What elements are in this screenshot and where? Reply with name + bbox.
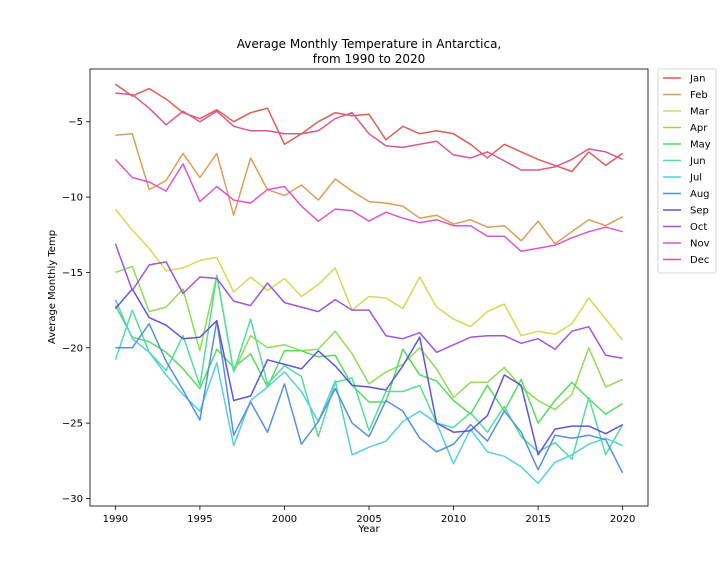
legend-label: Jul	[689, 173, 702, 184]
legend-label: May	[690, 140, 711, 151]
series-line-jul	[114, 299, 623, 485]
legend-label: Apr	[690, 123, 708, 134]
x-axis-label: Year	[357, 524, 380, 535]
legend-frame	[657, 68, 717, 274]
x-tick-label: 2010	[441, 514, 466, 525]
series-line-apr	[115, 265, 623, 411]
legend: Jan Feb Mar Apr May Jun Jul Aug Sep Oct Nov Dec	[657, 68, 717, 274]
series-line-feb	[115, 133, 623, 245]
x-tick-label: 2000	[272, 514, 297, 525]
series-line-sep	[114, 288, 623, 456]
series-line-dec	[115, 92, 623, 171]
y-tick-label: −20	[62, 343, 83, 354]
legend-label: Jan	[689, 74, 705, 85]
x-tick-label: 1995	[187, 514, 212, 525]
x-axis: 1990 1995 2000 2005 2010 2015 2020	[103, 506, 635, 525]
y-axis: −30 −25 −20 −15 −10 −5	[62, 117, 90, 505]
plot-lines	[114, 83, 624, 485]
series-line-jun	[114, 274, 624, 461]
legend-label: Aug	[690, 189, 710, 200]
x-tick-label: 2005	[356, 514, 381, 525]
chart-title-line1: Average Monthly Temperature in Antarctic…	[237, 37, 501, 51]
legend-label: Dec	[690, 255, 709, 266]
x-tick-label: 2015	[525, 514, 550, 525]
legend-label: Mar	[690, 107, 710, 118]
legend-label: Feb	[690, 90, 708, 101]
legend-label: Nov	[690, 239, 710, 250]
series-line-aug	[115, 319, 624, 474]
y-tick-label: −10	[62, 193, 83, 204]
y-axis-label: Average Monthly Temp	[47, 230, 58, 344]
series-line-jan	[114, 83, 624, 173]
x-tick-label: 2020	[610, 514, 635, 525]
y-tick-label: −15	[62, 268, 83, 279]
series-line-oct	[114, 243, 623, 360]
series-line-mar	[114, 208, 624, 341]
x-tick-label: 1990	[103, 514, 128, 525]
y-tick-label: −25	[62, 419, 83, 430]
y-tick-label: −5	[68, 117, 83, 128]
series-line-nov	[114, 158, 623, 253]
legend-label: Oct	[690, 222, 707, 233]
chart-title-line2: from 1990 to 2020	[313, 52, 426, 66]
legend-label: Jun	[689, 156, 706, 167]
series-line-may	[114, 305, 623, 424]
legend-label: Sep	[690, 206, 709, 217]
y-tick-label: −30	[62, 494, 83, 505]
